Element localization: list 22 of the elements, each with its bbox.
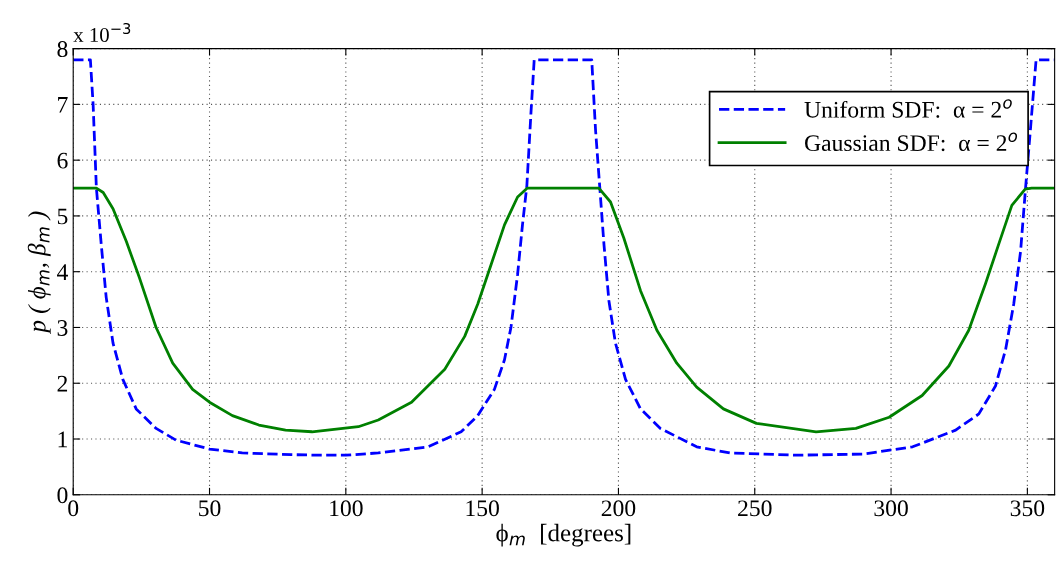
y-tick-label: 5 [57,208,68,225]
x-tick-label: 100 [330,500,363,517]
x-tick-label: 350 [1010,500,1045,517]
y-tick-label: 2 [57,375,68,392]
text: x 10$^{−3}$ [73,22,131,42]
x-axis-title: ϕ$_{m}$ [degrees] [496,523,631,547]
x-tick-label: 50 [199,500,221,517]
line-series [73,186,1055,434]
y-tick-label: 0 [57,487,68,504]
legend-label: Gaussian SDF: α = 2$^{o}$ [805,132,1018,152]
y-tick-label: 3 [57,320,68,336]
x-tick-label: 300 [874,500,908,517]
x-tick-label: 250 [738,500,772,517]
y-tick-label: 8 [57,41,68,58]
y-tick-label: 6 [57,152,68,169]
x-tick-label: 150 [466,500,499,517]
y-axis-title: p ( ϕ$_{m}$, β$_{m}$ ) [27,211,51,335]
y-tick-label: 1 [58,431,67,448]
y-tick-label: 4 [57,264,68,280]
x-tick-label: 200 [601,500,636,517]
y-tick-label: 7 [58,97,68,113]
legend-label: Uniform SDF: α = 2$^{o}$ [804,99,1012,118]
